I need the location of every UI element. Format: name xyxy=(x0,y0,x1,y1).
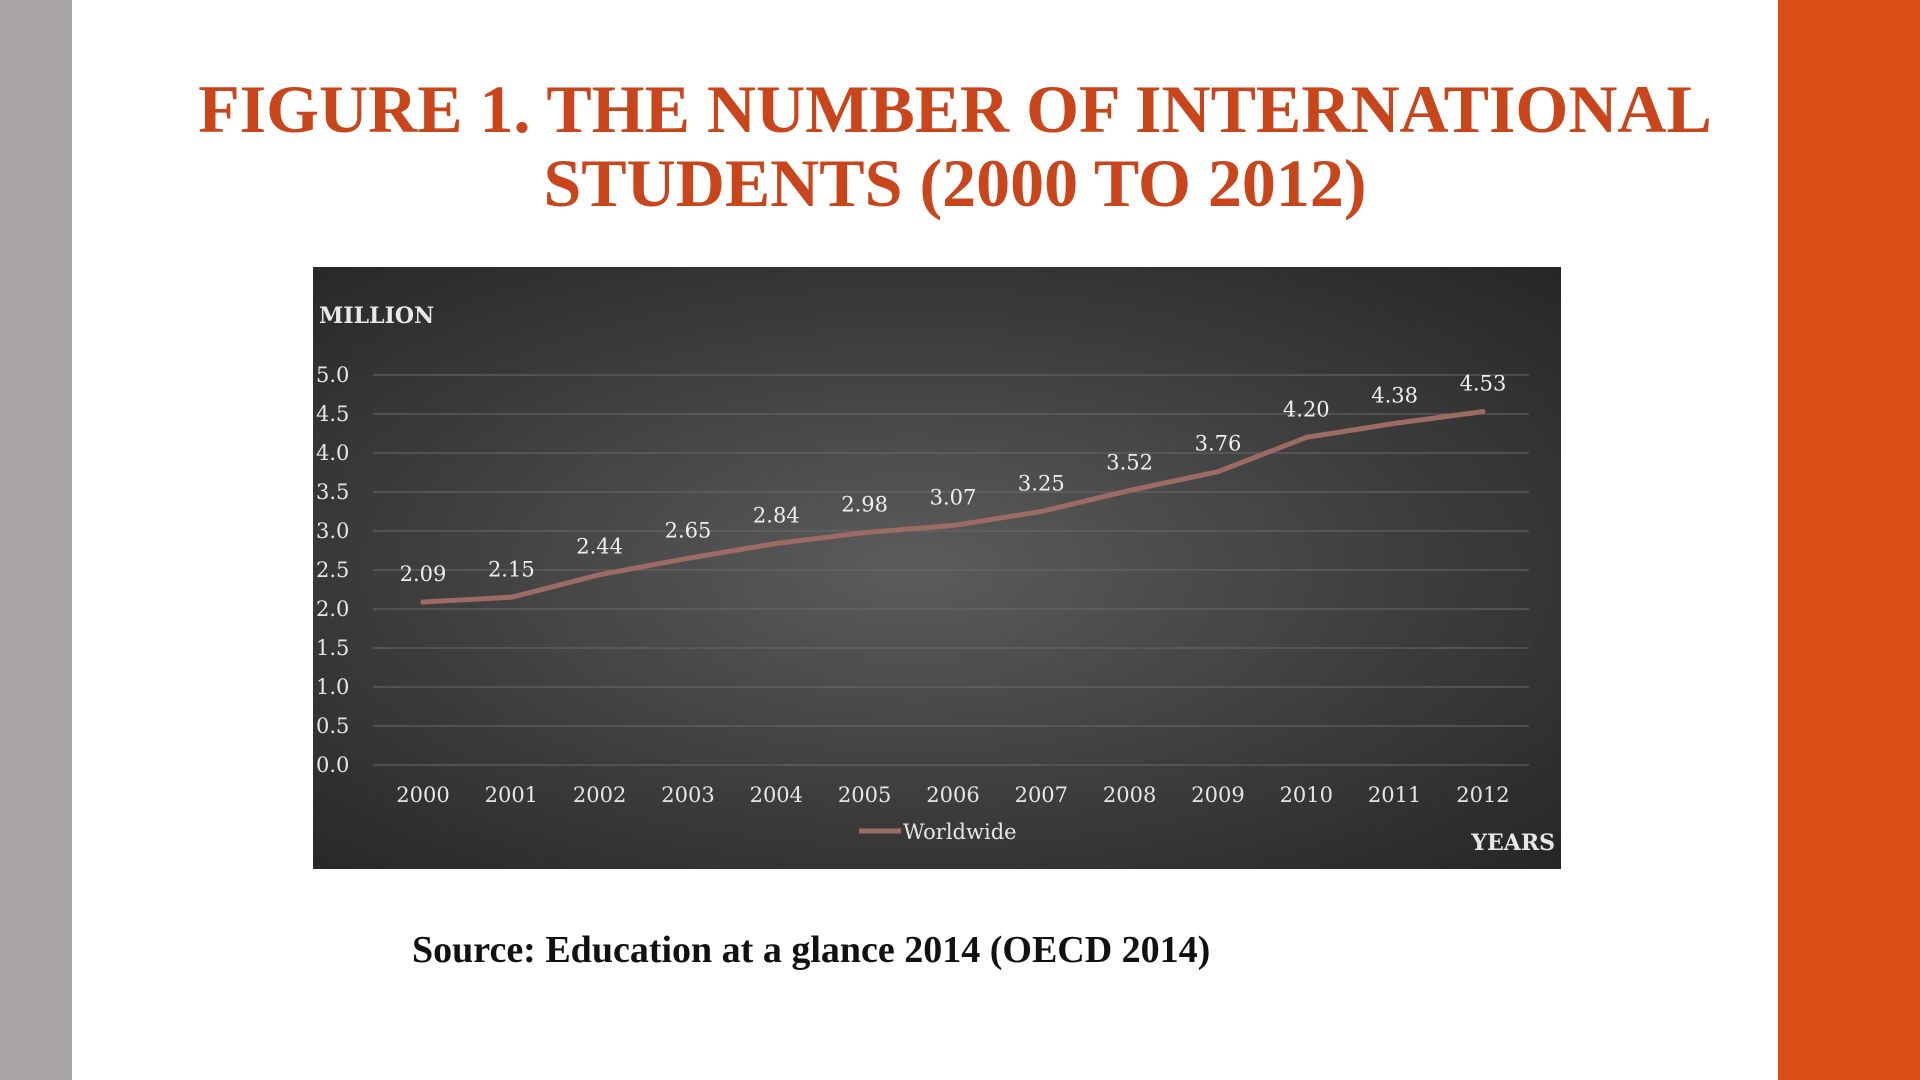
x-tick-label: 2006 xyxy=(926,783,979,807)
data-point xyxy=(862,530,868,536)
data-label: 3.07 xyxy=(930,486,977,510)
data-label: 2.84 xyxy=(753,503,800,527)
data-point xyxy=(1127,487,1133,493)
x-tick-label: 2009 xyxy=(1191,783,1244,807)
data-label: 2.15 xyxy=(488,557,535,581)
left-accent-bar xyxy=(0,0,72,1080)
y-tick-label: 2.0 xyxy=(316,597,349,621)
y-axis-ticks: 0.0 0.5 1.0 1.5 2.0 2.5 3.0 3.5 4.0 4.5 5.0 xyxy=(316,363,349,777)
data-point xyxy=(685,555,691,561)
data-point xyxy=(597,572,603,578)
data-point xyxy=(1392,420,1398,426)
gridlines xyxy=(373,374,1529,766)
x-tick-label: 2007 xyxy=(1015,783,1068,807)
data-label: 2.65 xyxy=(665,518,712,542)
x-tick-label: 2001 xyxy=(485,783,538,807)
data-label: 4.20 xyxy=(1283,397,1330,421)
x-tick-label: 2010 xyxy=(1280,783,1333,807)
x-tick-label: 2004 xyxy=(750,783,803,807)
data-label: 2.44 xyxy=(576,535,623,559)
legend-label: Worldwide xyxy=(903,820,1017,844)
y-tick-label: 3.0 xyxy=(316,519,349,543)
data-label: 3.25 xyxy=(1018,472,1065,496)
data-point xyxy=(950,523,956,529)
line-chart: 0.00.51.01.52.02.53.03.54.04.55.0 2000 20… xyxy=(316,303,1555,856)
x-tick-label: 2011 xyxy=(1368,783,1421,807)
legend: Worldwide xyxy=(859,820,1017,844)
source-caption: Source: Education at a glance 2014 (OECD… xyxy=(412,929,1211,971)
data-label: 3.52 xyxy=(1106,450,1153,474)
data-point xyxy=(1038,509,1044,514)
x-tick-label: 2008 xyxy=(1103,783,1156,807)
y-tick-label: 0.5 xyxy=(316,714,349,738)
right-accent-bar xyxy=(1778,0,1920,1080)
series-worldwide xyxy=(420,409,1486,605)
slide-title-line-1: FIGURE 1. THE NUMBER OF INTERNATIONAL xyxy=(198,71,1712,147)
x-tick-label: 2002 xyxy=(573,783,626,807)
x-tick-label: 2003 xyxy=(661,783,714,807)
data-labels: 2.09 2.15 2.44 2.65 2.84 2.98 3.07 3.25 3.52 3.76… xyxy=(400,372,1507,586)
y-tick-label: 4.5 xyxy=(316,402,349,426)
data-label: 3.76 xyxy=(1195,432,1242,456)
x-axis-ticks: 2000 2001 2002 2003 2004 2005 2006 2007 2008 2009… xyxy=(396,783,1509,807)
y-axis-title: MILLION xyxy=(319,303,434,329)
y-tick-label: 4.0 xyxy=(316,441,349,465)
x-tick-label: 2000 xyxy=(396,783,449,807)
x-tick-label: 2005 xyxy=(838,783,891,807)
y-tick-label: 1.0 xyxy=(316,675,349,699)
y-tick-label: 1.5 xyxy=(316,636,349,660)
y-tick-label: 5.0 xyxy=(316,363,349,387)
data-label: 2.98 xyxy=(841,493,888,517)
data-label: 4.38 xyxy=(1371,383,1418,407)
x-axis-title: YEARS xyxy=(1470,830,1555,856)
data-point xyxy=(508,594,514,600)
data-label: 2.09 xyxy=(400,562,447,586)
data-point xyxy=(1303,434,1309,440)
data-point xyxy=(1480,409,1486,415)
data-point xyxy=(1215,469,1221,475)
x-tick-label: 2012 xyxy=(1456,783,1509,807)
slide-title: FIGURE 1. THE NUMBER OF INTERNATIONAL ST… xyxy=(100,72,1810,220)
chart-panel: 0.0 0.5 1.0 1.5 2.0 2.5 3.0 3.5 4.0 4.5 5.0 2000 20… xyxy=(313,267,1561,869)
y-tick-label: 2.5 xyxy=(316,558,349,582)
data-point xyxy=(773,540,779,546)
y-tick-label: 0.0 xyxy=(316,753,349,777)
y-tick-label: 3.5 xyxy=(316,480,349,504)
slide-title-line-2: STUDENTS (2000 TO 2012) xyxy=(543,145,1367,221)
data-label: 4.53 xyxy=(1460,372,1507,396)
data-point xyxy=(420,599,426,605)
